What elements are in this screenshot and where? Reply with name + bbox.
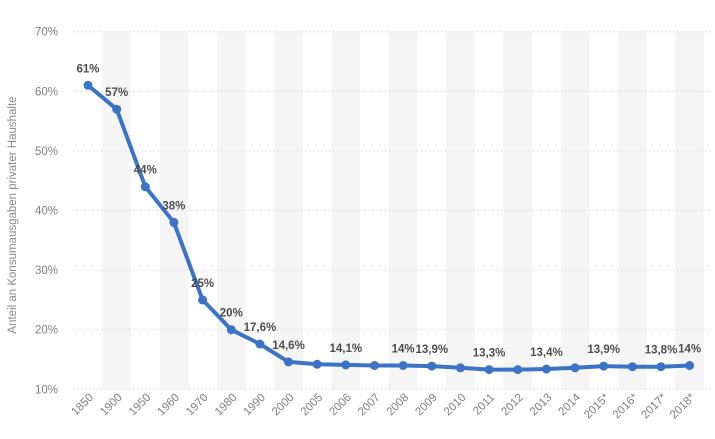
y-tick-label: 60%: [35, 86, 58, 98]
data-label: 20%: [220, 308, 243, 320]
data-label: 13,9%: [415, 344, 448, 356]
x-tick-label: 2018*: [668, 391, 698, 421]
x-tick-label: 2016*: [611, 391, 641, 421]
x-tick-label: 1850: [70, 392, 97, 419]
data-point-2018*[interactable]: [685, 361, 695, 370]
column-band: [446, 31, 475, 390]
y-tick-label: 30%: [35, 265, 58, 277]
data-label: 44%: [134, 165, 157, 177]
x-tick-label: 2006: [327, 392, 354, 419]
x-tick-label: 2011: [471, 392, 497, 418]
data-label: 14,1%: [329, 343, 362, 355]
x-tick-label: 1950: [127, 392, 154, 419]
y-tick-label: 20%: [35, 325, 58, 337]
data-point-2009[interactable]: [427, 361, 437, 371]
data-point-2012[interactable]: [513, 365, 523, 375]
data-point-2005[interactable]: [312, 359, 322, 369]
data-point-2006[interactable]: [341, 360, 351, 370]
data-point-1990[interactable]: [255, 339, 265, 349]
data-point-1900[interactable]: [112, 104, 122, 114]
x-tick-label: 2007: [356, 392, 383, 419]
data-point-2014[interactable]: [570, 363, 580, 373]
data-point-2015*[interactable]: [599, 361, 609, 371]
data-label: 14%: [392, 344, 415, 356]
data-point-2016*[interactable]: [627, 362, 637, 372]
data-label: 57%: [105, 87, 128, 99]
column-band: [274, 31, 303, 390]
x-tick-label: 1980: [213, 392, 240, 419]
data-label: 61%: [76, 63, 99, 75]
x-tick-label: 2012: [499, 392, 526, 419]
column-band: [102, 31, 131, 390]
x-tick-label: 2017*: [639, 391, 669, 421]
y-tick-label: 40%: [35, 206, 58, 218]
data-point-1980[interactable]: [226, 325, 236, 335]
data-point-2000[interactable]: [284, 357, 293, 367]
data-point-1850[interactable]: [83, 80, 93, 90]
x-tick-label: 1970: [184, 392, 211, 419]
x-tick-label: 2010: [442, 392, 469, 419]
data-label: 14%: [678, 344, 701, 356]
data-point-2013[interactable]: [541, 364, 551, 374]
x-tick-label: 1900: [98, 392, 125, 419]
column-band: [618, 31, 647, 390]
data-label: 13,9%: [587, 344, 620, 356]
data-point-2011[interactable]: [484, 365, 494, 375]
data-label: 13,8%: [645, 345, 678, 357]
data-point-2010[interactable]: [455, 363, 465, 373]
x-tick-label: 2013: [528, 392, 555, 419]
data-label: 38%: [162, 200, 185, 212]
x-tick-label: 2008: [385, 392, 412, 419]
x-tick-label: 2009: [413, 392, 440, 419]
y-tick-label: 50%: [35, 146, 58, 158]
data-point-1960[interactable]: [169, 217, 179, 227]
data-label: 13,3%: [473, 348, 506, 360]
x-tick-label: 2005: [299, 392, 326, 419]
x-tick-label: 2015*: [582, 391, 612, 421]
y-axis-title: Anteil an Konsumausgaben privater Hausha…: [7, 96, 19, 333]
data-point-2017*[interactable]: [656, 362, 666, 372]
x-tick-label: 2014: [557, 391, 584, 418]
y-tick-label: 10%: [35, 384, 58, 396]
y-tick-label: 70%: [35, 27, 58, 39]
data-point-2007[interactable]: [370, 361, 379, 370]
x-tick-label: 1990: [241, 392, 268, 419]
data-label: 13,4%: [530, 347, 563, 359]
x-tick-label: 1960: [155, 392, 182, 419]
data-point-2008[interactable]: [398, 361, 408, 370]
series-line: [86, 83, 692, 372]
data-label: 25%: [191, 278, 214, 290]
data-label: 17,6%: [244, 322, 277, 334]
data-label: 14,6%: [272, 340, 305, 352]
x-tick-label: 2000: [270, 392, 297, 419]
data-point-1970[interactable]: [198, 295, 208, 305]
data-point-1950[interactable]: [140, 182, 150, 192]
